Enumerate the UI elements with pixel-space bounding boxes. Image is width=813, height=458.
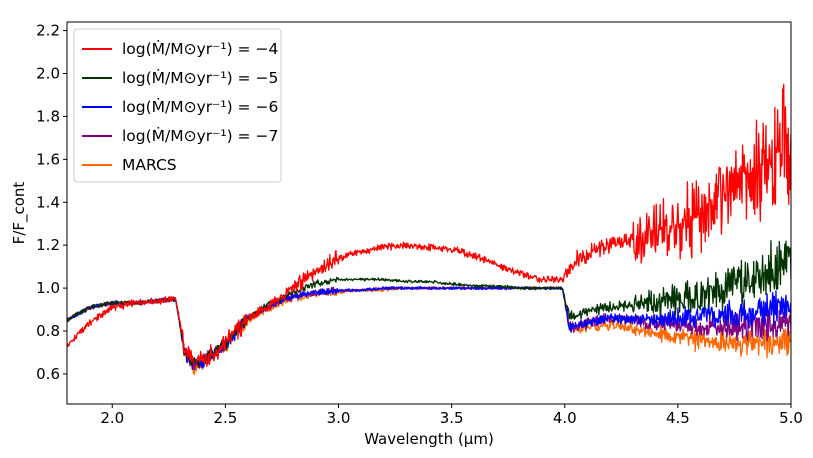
y-tick-label: 1.4: [36, 193, 60, 211]
y-axis-label: F/F_cont: [10, 182, 29, 245]
y-axis: 0.6 0.8 1.0 1.2 1.4 1.6 1.8 2.0 2.2: [36, 22, 67, 383]
series-line: [67, 240, 791, 368]
x-axis: 2.0 2.5 3.0 3.5 4.0 4.5 5.0: [100, 404, 803, 427]
series-line: [67, 83, 791, 370]
legend-entry: log(Ṁ/M⊙yr⁻¹) = −7: [122, 126, 278, 145]
legend-entry: log(Ṁ/M⊙yr⁻¹) = −6: [122, 97, 278, 116]
y-tick-label: 2.2: [36, 22, 60, 40]
y-tick-label: 1.0: [36, 279, 60, 297]
x-tick-label: 3.0: [327, 409, 351, 427]
y-tick-label: 2.0: [36, 65, 60, 83]
legend-entry: MARCS: [122, 156, 177, 174]
y-tick-label: 1.6: [36, 150, 60, 168]
x-tick-label: 2.0: [100, 409, 124, 427]
x-tick-label: 3.5: [440, 409, 464, 427]
x-tick-label: 5.0: [779, 409, 803, 427]
y-tick-label: 0.6: [36, 365, 60, 383]
y-tick-label: 0.8: [36, 322, 60, 340]
series-layer: [67, 83, 791, 376]
y-tick-label: 1.8: [36, 107, 60, 125]
legend-entry: log(Ṁ/M⊙yr⁻¹) = −5: [122, 68, 278, 87]
x-axis-label: Wavelength (μm): [364, 430, 494, 448]
x-tick-label: 2.5: [213, 409, 237, 427]
legend: log(Ṁ/M⊙yr⁻¹) = −4 log(Ṁ/M⊙yr⁻¹) = −5 lo…: [73, 28, 282, 183]
legend-box: [73, 28, 282, 183]
x-tick-label: 4.0: [553, 409, 577, 427]
plot-frame: [66, 21, 792, 405]
x-tick-label: 4.5: [666, 409, 690, 427]
legend-entry: log(Ṁ/M⊙yr⁻¹) = −4: [122, 39, 278, 58]
y-tick-label: 1.2: [36, 236, 60, 254]
